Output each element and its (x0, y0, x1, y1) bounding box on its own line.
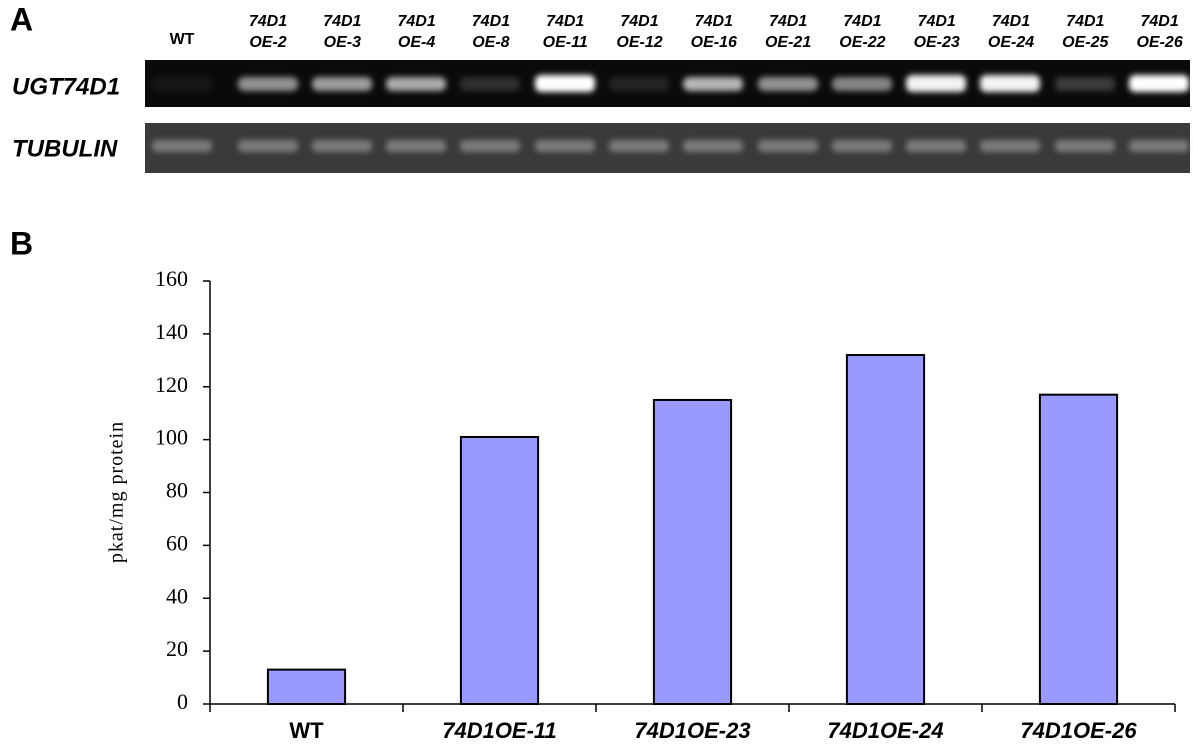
lane-label: OE-21 (765, 34, 811, 51)
y-tick-label: 60 (166, 530, 188, 555)
y-tick-label: 140 (155, 319, 188, 344)
x-tick-label: 74D1OE-11 (442, 718, 557, 743)
lane-label: OE-3 (324, 34, 361, 51)
panel-label: A (10, 1, 33, 37)
bar (1040, 395, 1117, 704)
lane-label: WT (170, 31, 195, 48)
bar (847, 355, 924, 704)
y-tick-label: 120 (155, 372, 188, 397)
x-tick-label: WT (289, 718, 324, 743)
row-label: UGT74D1 (12, 73, 120, 100)
y-tick-label: 100 (155, 425, 188, 450)
lane-label: 74D1 (992, 13, 1030, 30)
y-tick-label: 80 (166, 478, 188, 503)
x-tick-label: 74D1OE-24 (827, 718, 943, 743)
lane-label: 74D1 (397, 13, 435, 30)
y-tick-label: 0 (177, 689, 188, 714)
lane-label: 74D1 (323, 13, 361, 30)
lane-label: 74D1 (620, 13, 658, 30)
x-tick-label: 74D1OE-26 (1020, 718, 1137, 743)
lane-label: 74D1 (1140, 13, 1178, 30)
bar (654, 400, 731, 704)
lane-label: 74D1 (1066, 13, 1104, 30)
y-axis-label: pkat/mg protein (106, 421, 128, 563)
bar (461, 437, 538, 704)
lane-label: OE-12 (616, 34, 662, 51)
x-tick-label: 74D1OE-23 (634, 718, 750, 743)
row-label: TUBULIN (12, 135, 118, 162)
panel-label: B (10, 225, 33, 261)
bar (268, 670, 345, 704)
lane-label: OE-24 (988, 34, 1034, 51)
lane-label: OE-25 (1062, 34, 1109, 51)
lane-label: 74D1 (546, 13, 584, 30)
lane-label: OE-16 (691, 34, 737, 51)
lane-label: 74D1 (249, 13, 287, 30)
y-tick-label: 40 (166, 583, 188, 608)
lane-label: OE-23 (914, 34, 960, 51)
lane-label: OE-11 (543, 34, 588, 51)
lane-label: OE-2 (249, 34, 286, 51)
lane-label: OE-4 (398, 34, 435, 51)
lane-label: OE-8 (472, 34, 509, 51)
y-tick-label: 160 (155, 266, 188, 291)
lane-label: OE-26 (1136, 34, 1182, 51)
lane-label: 74D1 (695, 13, 733, 30)
lane-label: 74D1 (472, 13, 510, 30)
lane-label: OE-22 (839, 34, 885, 51)
y-tick-label: 20 (166, 636, 188, 661)
figure: A UGT74D1 TUBULIN B pkat/mg protei (0, 0, 1193, 748)
lane-label: 74D1 (769, 13, 807, 30)
lane-label: 74D1 (918, 13, 956, 30)
lane-label: 74D1 (843, 13, 881, 30)
